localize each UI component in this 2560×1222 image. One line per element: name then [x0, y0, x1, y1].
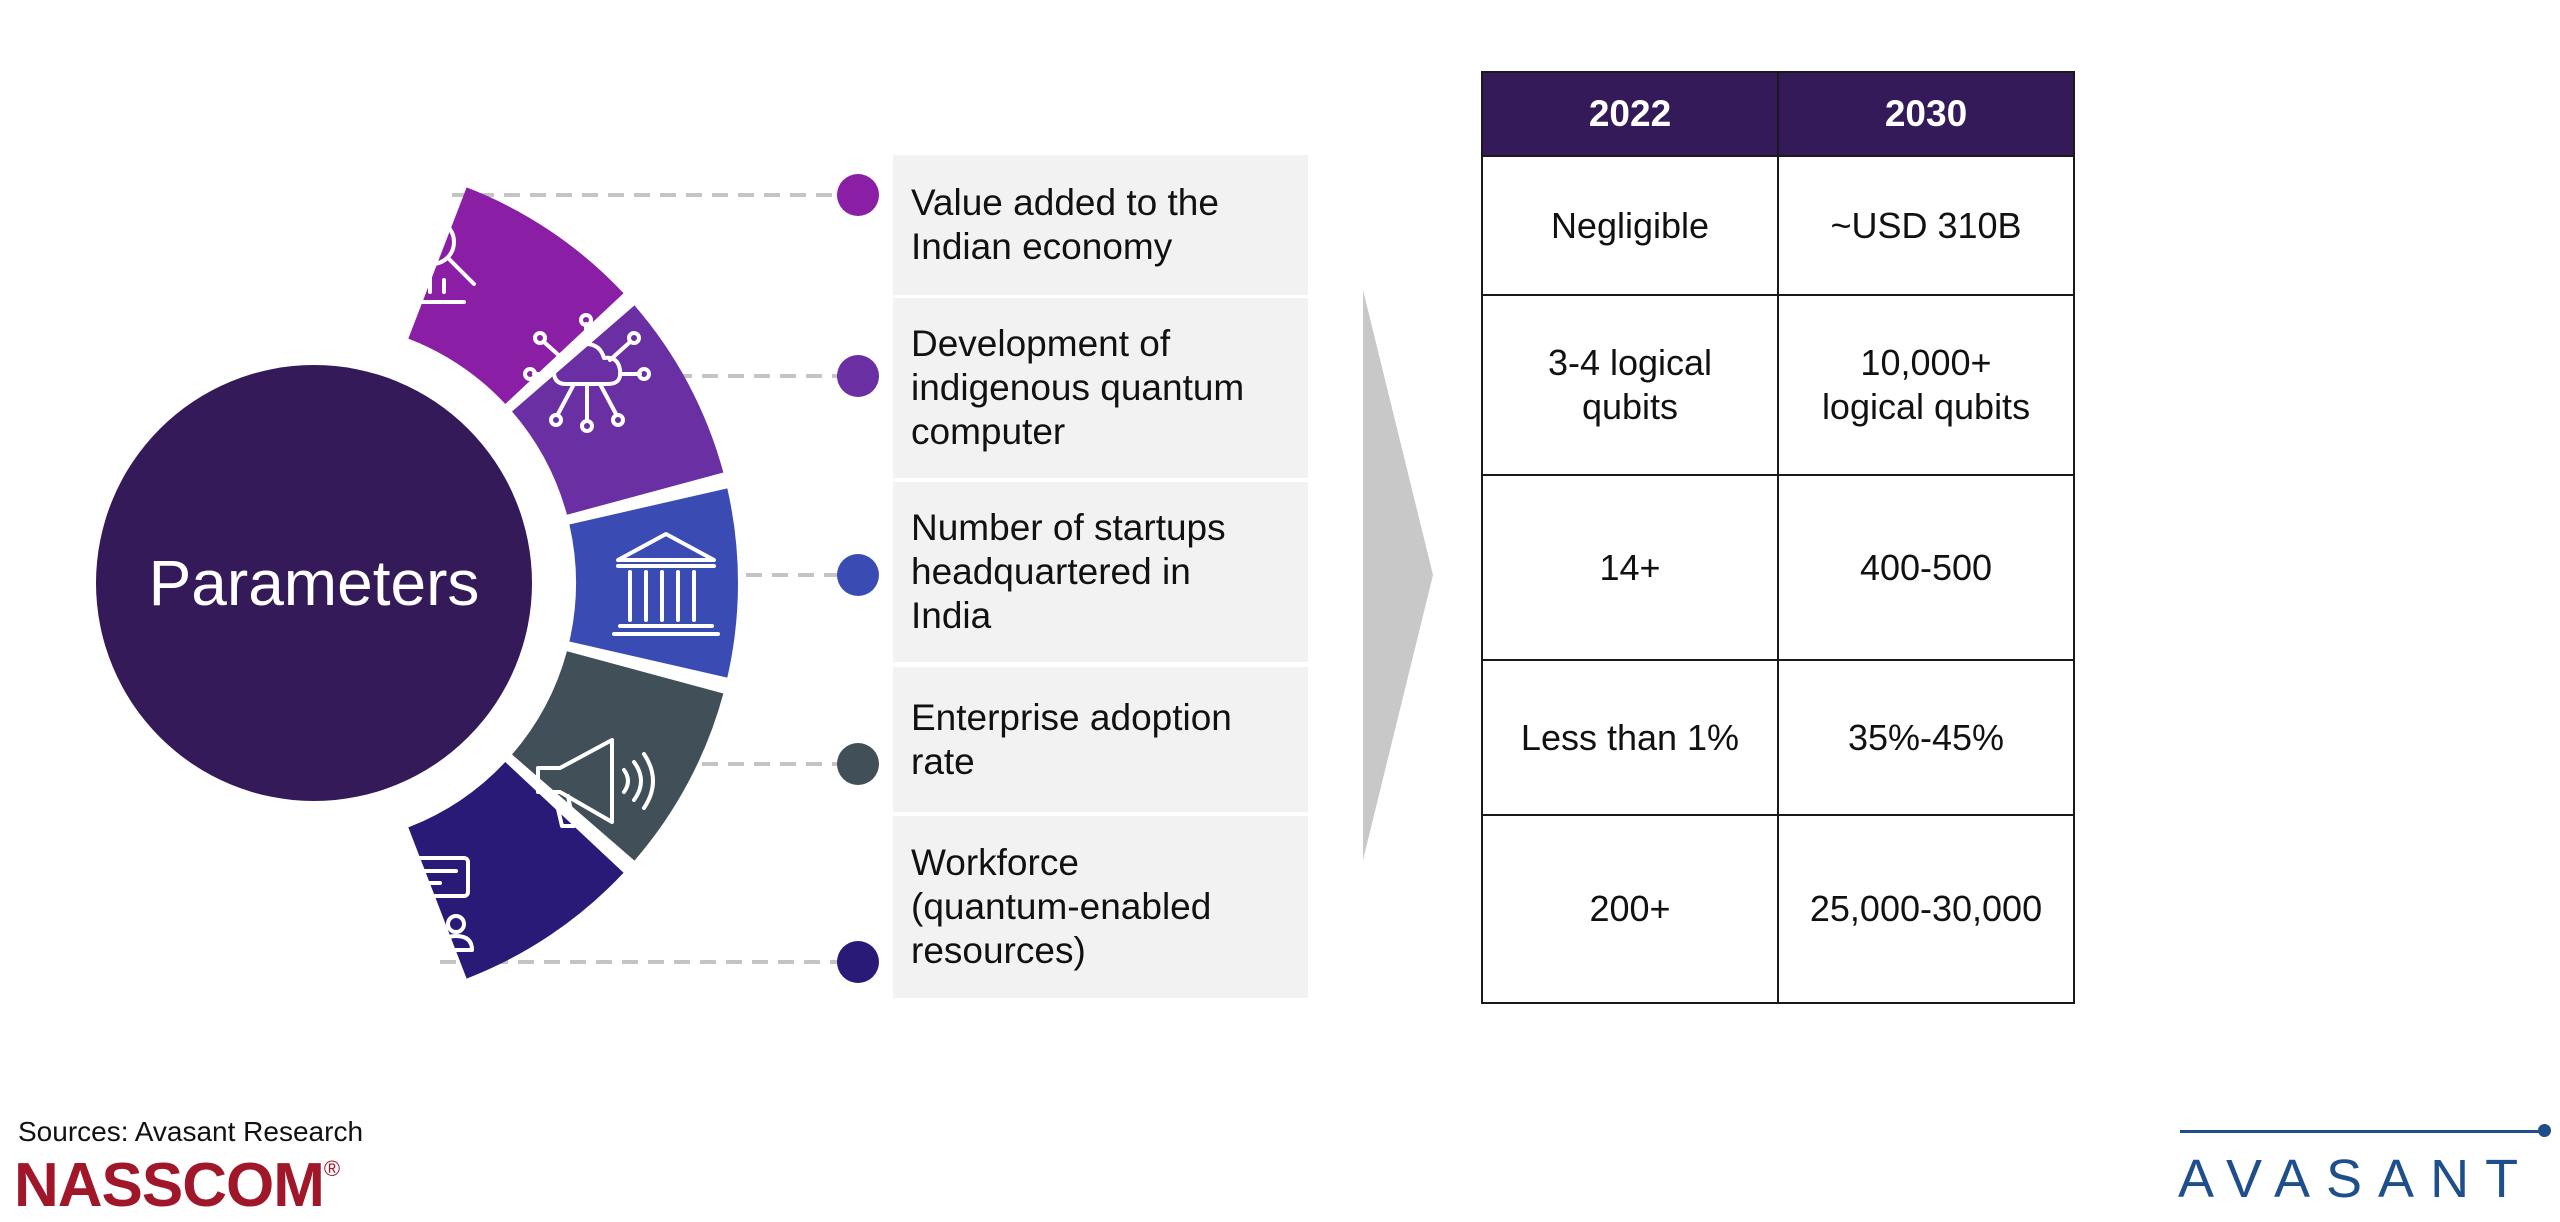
cell-text: 400-500	[1859, 546, 1993, 588]
team-chat-icon	[376, 856, 474, 952]
parameter-label-line: Development of	[911, 323, 1171, 364]
parameters-hub-circle	[96, 365, 532, 801]
parameter-label-line: India	[911, 595, 992, 636]
table-cell: 10,000+ logical qubits	[1777, 294, 2075, 476]
connector-dot	[837, 554, 879, 596]
parameter-label-adoption: Enterprise adoption rate	[893, 667, 1308, 812]
chevron-arrow	[1363, 290, 1433, 860]
parameter-label-line: Number of startups	[911, 507, 1226, 548]
cell-text: qubits	[1581, 386, 1679, 427]
connector-dots	[837, 174, 879, 983]
cell-text: 10,000+	[1860, 342, 1992, 383]
parameter-label-line: computer	[911, 411, 1066, 452]
parameter-label-quantum-computer: Development of indigenous quantum comput…	[893, 298, 1308, 478]
connector-dot	[837, 743, 879, 785]
parameter-label-line: Enterprise adoption	[911, 696, 1232, 738]
cell-text: ~USD 310B	[1830, 204, 2022, 246]
comparison-table: 2022 2030 Negligible ~USD 310B 3-4 logic…	[1481, 71, 2075, 1004]
megaphone-icon	[536, 738, 655, 828]
table-row: Negligible ~USD 310B	[1481, 155, 2075, 296]
hub-title: Parameters	[148, 547, 480, 619]
parameter-label-line: indigenous quantum	[911, 367, 1245, 408]
table-cell: Less than 1%	[1481, 659, 1779, 816]
cell-text: 3-4 logical	[1547, 342, 1713, 383]
nasscom-logo-text: NASSCOM	[14, 1151, 325, 1220]
avasant-logo-dot	[2538, 1124, 2551, 1137]
cell-text: Negligible	[1550, 204, 1710, 246]
table-cell: ~USD 310B	[1777, 155, 2075, 296]
cloud-network-icon	[523, 313, 651, 433]
arc-segment	[408, 187, 624, 404]
cell-text: 200+	[1589, 888, 1671, 929]
parameter-label-workforce: Workforce (quantum-enabled resources)	[893, 816, 1308, 998]
parameter-label-line: (quantum-enabled	[911, 886, 1212, 927]
avasant-logo-line	[2180, 1130, 2542, 1133]
registered-mark: ®	[323, 1156, 341, 1181]
cell-text: Less than 1%	[1520, 716, 1740, 758]
parameter-label-startups: Number of startups headquartered in Indi…	[893, 482, 1308, 662]
connector-dot	[837, 355, 879, 397]
table-cell: 14+	[1481, 474, 1779, 661]
table-cell: Negligible	[1481, 155, 1779, 296]
finance-search-icon: $	[370, 210, 476, 304]
parameter-label-line: Workforce	[911, 842, 1079, 883]
table-row: Less than 1% 35%-45%	[1481, 659, 2075, 816]
avasant-logo: AVASANT	[2178, 1149, 2535, 1209]
table-cell: 3-4 logical qubits	[1481, 294, 1779, 476]
sources-note: Sources: Avasant Research	[18, 1116, 364, 1147]
arc-segment	[569, 488, 738, 678]
table-cell: 25,000-30,000	[1777, 814, 2075, 1004]
table-cell: 200+	[1481, 814, 1779, 1004]
cell-text: 14+	[1599, 546, 1661, 588]
parameter-label-line: headquartered in	[911, 551, 1191, 592]
svg-text:$: $	[424, 227, 440, 258]
connector-dot	[837, 941, 879, 983]
parameter-label-line: rate	[911, 740, 975, 782]
parameter-label-value-added: Value added to the Indian economy	[893, 155, 1308, 295]
arc-segment	[512, 651, 724, 861]
table-cell: 35%-45%	[1777, 659, 2075, 816]
nasscom-logo: NASSCOM®	[14, 1150, 340, 1221]
table-row: 200+ 25,000-30,000	[1481, 814, 2075, 1004]
cell-text: logical qubits	[1821, 386, 2031, 427]
parameter-label-line: Value added to the	[911, 182, 1219, 223]
arc-segment	[512, 305, 724, 515]
table-cell: 400-500	[1777, 474, 2075, 661]
column-header-2030: 2030	[1777, 71, 2075, 157]
column-header-2022: 2022	[1481, 71, 1779, 157]
cell-text: 35%-45%	[1847, 716, 2005, 758]
cell-text: 25,000-30,000	[1809, 888, 2043, 929]
table-header-row: 2022 2030	[1481, 71, 2075, 157]
connector-dot	[837, 174, 879, 216]
institution-building-icon	[612, 532, 720, 636]
table-row: 14+ 400-500	[1481, 474, 2075, 661]
parameter-label-line: resources)	[911, 930, 1086, 971]
table-row: 3-4 logical qubits 10,000+ logical qubits	[1481, 294, 2075, 476]
parameter-label-line: Indian economy	[911, 226, 1173, 267]
